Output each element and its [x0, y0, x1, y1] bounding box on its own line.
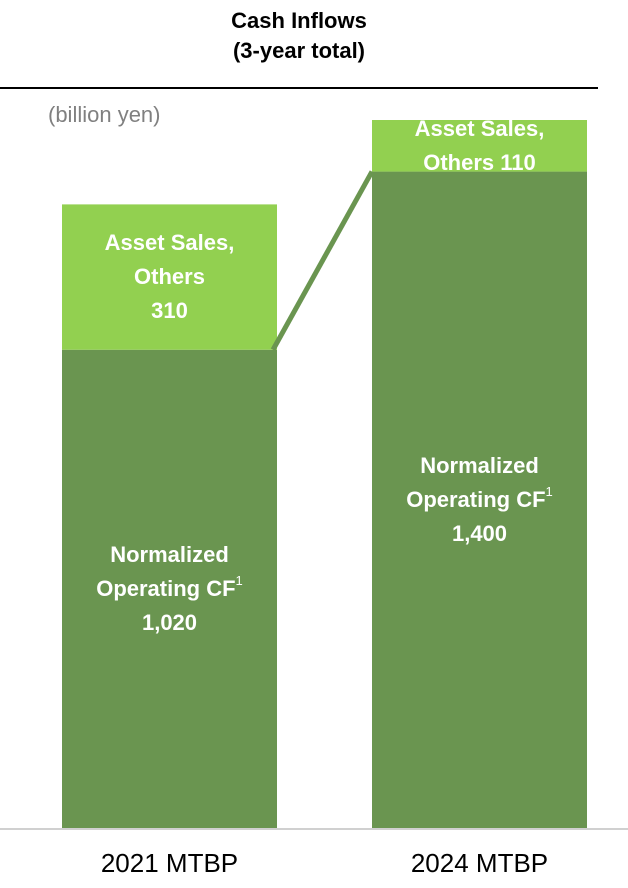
bar-segment	[62, 204, 277, 350]
value-label: 310	[151, 298, 188, 324]
bar-segment	[372, 171, 587, 828]
footnote-marker: 1	[545, 483, 553, 499]
segment-label: Normalized Operating CF1 1,020	[62, 350, 277, 828]
value-label: 110	[500, 149, 536, 175]
x-tick-label: 2021 MTBP	[100, 848, 239, 878]
segment-label-text: Asset Sales, Others 110	[380, 112, 580, 180]
segment-label: Asset Sales, Others 110	[372, 116, 587, 175]
segment-label-text: Normalized Operating CF1 1,020	[70, 538, 270, 640]
bar-segment	[62, 349, 277, 828]
chart-subtitle: (3-year total)	[232, 38, 366, 63]
footnote-marker: 1	[235, 572, 243, 588]
series-name: Asset Sales, Others	[414, 115, 545, 175]
segment-label-text: Asset Sales, Others 310	[70, 226, 270, 328]
unit-label: (billion yen)	[48, 102, 161, 127]
series-name: Asset Sales, Others	[104, 230, 235, 290]
chart-title: Cash Inflows	[231, 8, 367, 33]
segment-label: Normalized Operating CF1 1,400	[372, 172, 587, 828]
series-name: Normalized Operating CF	[406, 452, 546, 512]
value-label: 1,020	[141, 609, 198, 635]
segment-label-text: Normalized Operating CF1 1,400	[380, 449, 580, 551]
series-name: Normalized Operating CF	[96, 541, 236, 601]
segment-label: Asset Sales, Others 310	[62, 204, 277, 349]
x-tick-label: 2024 MTBP	[410, 848, 549, 878]
connector	[270, 170, 375, 351]
bar-segment	[372, 120, 587, 172]
value-label: 1,400	[451, 520, 508, 546]
